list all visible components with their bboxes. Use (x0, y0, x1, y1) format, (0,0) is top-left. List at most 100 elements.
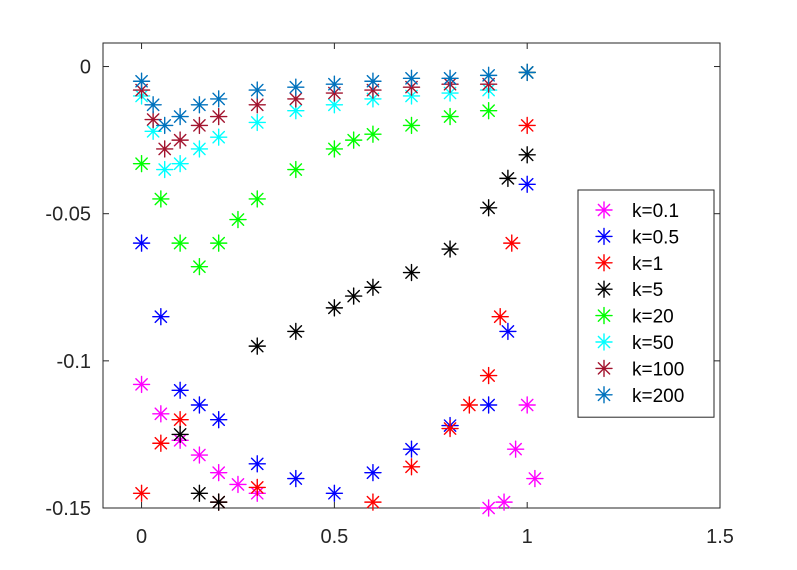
data-point (155, 160, 174, 179)
x-tick-label: 1.5 (706, 526, 734, 548)
legend-item: k=5 (595, 280, 663, 301)
x-tick-label: 1 (522, 526, 533, 548)
data-point (364, 493, 382, 511)
legend-label: k=50 (632, 333, 674, 354)
data-point (248, 455, 266, 473)
y-tick-label: 0 (80, 57, 91, 79)
data-point (190, 96, 209, 114)
data-point (479, 366, 498, 385)
legend-item: k=0.1 (595, 201, 679, 222)
data-point (190, 257, 209, 276)
data-point (344, 287, 363, 305)
data-point (248, 337, 266, 355)
data-point (132, 154, 151, 173)
legend-marker (595, 254, 613, 272)
data-point (155, 116, 174, 135)
data-point (518, 146, 536, 164)
data-point (518, 175, 536, 193)
data-point (132, 234, 151, 252)
data-point (190, 116, 209, 135)
legend-label: k=1 (632, 254, 663, 275)
data-point (287, 78, 305, 96)
data-point (518, 396, 536, 414)
series-k=5 (171, 146, 536, 511)
legend-marker (595, 386, 613, 404)
data-point (287, 322, 305, 341)
y-axis-ticks: 0 -0.05 -0.1 -0.15 (45, 57, 720, 520)
data-point (171, 154, 189, 173)
data-point (152, 434, 170, 452)
data-point (152, 190, 170, 208)
data-point (209, 411, 228, 429)
data-point (344, 131, 363, 149)
data-point (190, 446, 209, 464)
data-point (479, 499, 498, 517)
legend-item: k=50 (595, 333, 674, 354)
legend-item: k=20 (595, 306, 674, 328)
data-point (325, 75, 344, 93)
data-point (209, 234, 228, 252)
data-point (402, 78, 421, 96)
data-point (364, 72, 382, 90)
data-point (402, 458, 421, 476)
legend-item: k=0.5 (595, 227, 679, 248)
legend-label: k=0.1 (632, 201, 679, 222)
legend-label: k=0.5 (632, 227, 679, 248)
data-point (171, 234, 189, 252)
legend-label: k=200 (632, 386, 684, 407)
series-layer (132, 63, 544, 517)
data-point (171, 107, 189, 126)
data-point (402, 69, 421, 88)
data-point (518, 116, 536, 135)
data-point (209, 463, 228, 482)
data-point (479, 101, 498, 120)
x-tick-label: 0.5 (320, 526, 348, 548)
data-point (190, 484, 209, 502)
legend-marker (595, 306, 613, 325)
data-point (144, 96, 162, 114)
data-point (441, 419, 459, 438)
data-point (171, 411, 189, 429)
legend-item: k=100 (595, 359, 684, 380)
data-point (171, 131, 189, 149)
data-point (171, 381, 189, 399)
legend-marker (595, 333, 613, 351)
data-point (287, 469, 305, 488)
legend-item: k=1 (595, 254, 663, 275)
data-point (287, 160, 305, 179)
legend-marker (595, 227, 613, 246)
data-point (402, 263, 421, 282)
x-axis-ticks: 0 0.5 1 1.5 (136, 43, 734, 548)
data-point (209, 128, 228, 146)
data-point (190, 396, 209, 414)
data-point (229, 475, 247, 494)
data-point (479, 396, 498, 414)
data-point (479, 66, 498, 85)
data-point (364, 278, 382, 296)
data-point (460, 396, 479, 414)
data-point (526, 469, 544, 488)
data-point (190, 140, 209, 158)
y-tick-label: -0.05 (45, 204, 91, 226)
data-point (491, 308, 509, 326)
legend-box (577, 189, 715, 418)
series-k=200 (132, 63, 536, 135)
data-point (479, 199, 498, 217)
data-point (495, 493, 513, 511)
data-point (441, 107, 459, 126)
data-point (132, 72, 151, 90)
data-point (364, 463, 382, 482)
legend-marker (595, 359, 613, 378)
data-point (325, 484, 344, 502)
data-point (248, 81, 266, 99)
data-point (248, 190, 266, 208)
data-point (209, 90, 228, 108)
legend: k=0.1 k=0.5 k=1 k=5 k=20 k=50 k=100 k=200 (577, 189, 715, 418)
legend-label: k=100 (632, 359, 684, 380)
y-tick-label: -0.1 (57, 351, 91, 373)
data-point (402, 116, 421, 135)
data-point (248, 478, 266, 497)
legend-marker (595, 201, 613, 219)
data-point (248, 113, 266, 132)
legend-item: k=200 (595, 386, 684, 407)
